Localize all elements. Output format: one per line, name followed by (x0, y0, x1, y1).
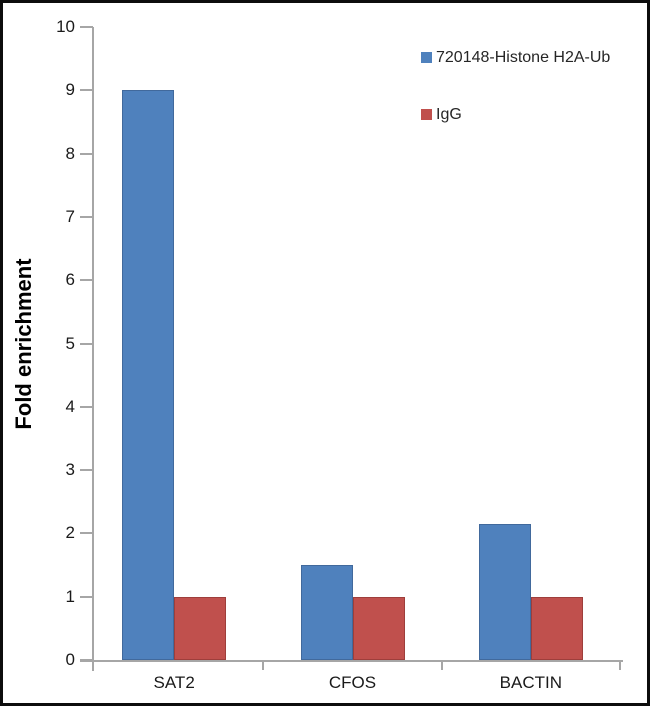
y-axis-line (92, 27, 94, 671)
x-axis-tick (262, 660, 265, 670)
x-axis-tick (619, 660, 621, 670)
bar-series-1-cat-0 (174, 596, 227, 660)
y-axis-tick-label: 0 (65, 650, 75, 669)
y-axis-tick-label: 5 (65, 333, 75, 353)
y-axis-tick (80, 89, 93, 92)
y-axis-tick-label: 1 (65, 586, 75, 606)
bar-series-1-cat-1 (352, 596, 405, 660)
x-axis-category-label: SAT2 (153, 673, 195, 692)
y-axis-tick (80, 405, 93, 408)
y-axis-tick (80, 215, 93, 218)
y-axis-tick (80, 532, 93, 535)
y-axis-tick (80, 469, 93, 472)
legend-swatch (421, 52, 432, 63)
x-axis-tick (440, 660, 443, 670)
bar-series-0-cat-1 (300, 565, 353, 660)
bar-series-1-cat-2 (530, 596, 583, 660)
bar-series-0-cat-2 (478, 523, 531, 660)
y-axis-tick-label: 3 (65, 460, 75, 480)
y-axis-tick-label: 8 (65, 143, 75, 163)
y-axis-tick-label: 9 (65, 80, 75, 100)
y-axis-tick-label: 7 (65, 206, 75, 226)
y-axis-tick (80, 26, 93, 28)
y-axis-tick (80, 595, 93, 598)
y-axis-tick (80, 659, 93, 661)
legend-swatch (421, 109, 432, 120)
y-axis-tick-label: 2 (65, 523, 75, 543)
y-axis-tick-label: 4 (65, 396, 75, 416)
y-axis-tick-label: 6 (65, 270, 75, 290)
x-axis-category-label: CFOS (328, 673, 377, 692)
x-axis-category-label: BACTIN (499, 673, 562, 692)
x-axis-line (80, 660, 623, 662)
bar-series-0-cat-0 (122, 90, 175, 660)
y-axis-tick (80, 152, 93, 155)
legend-label: IgG (436, 106, 462, 123)
y-axis-tick (80, 342, 93, 345)
y-axis-tick (80, 279, 93, 282)
legend-label: 720148-Histone H2A-Ub (436, 49, 611, 66)
y-axis-tick-label: 10 (56, 17, 75, 36)
